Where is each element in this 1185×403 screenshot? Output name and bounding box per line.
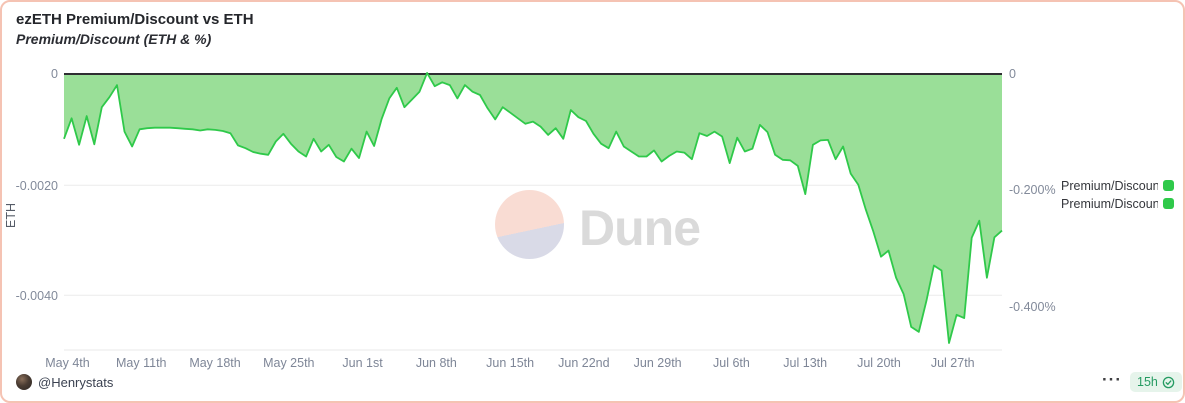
y-left-tick-1: -0.0020 [15,178,58,193]
chart-title: ezETH Premium/Discount vs ETH [16,11,254,28]
y-right-tick-2: -0.400% [1009,300,1056,314]
dune-watermark: Dune [579,200,701,256]
x-axis: May 4th May 11th May 18th May 25th Jun 1st Ju… [2,356,1183,372]
dune-logo-icon [495,190,564,259]
x-axis-tick-label: Jun 29th [633,356,682,370]
legend-swatch-icon [1163,198,1174,209]
y-left-tick-2: -0.0040 [15,288,58,303]
y-right-tick-0: 0 [1009,67,1016,81]
legend-label: Premium/Discount [1061,196,1158,211]
x-axis-tick-label: Jun 1st [342,356,383,370]
x-axis-tick-label: May 18th [189,356,241,370]
legend-item-eth[interactable]: Premium/Discount [1061,178,1174,193]
area-fill [64,72,1002,344]
x-axis-tick-label: Jun 22nd [558,356,610,370]
x-axis-tick-label: Jun 8th [415,356,457,370]
author-handle-link[interactable]: @Henrystats [38,375,114,390]
series-line [63,72,1003,344]
last-updated-badge[interactable]: 15h [1130,372,1182,392]
last-updated-label: 15h [1137,375,1158,389]
y-right-tick-1: -0.200% [1009,183,1056,197]
chart-subtitle: Premium/Discount (ETH & %) [16,31,212,47]
x-axis-tick-label: Jul 27th [930,356,975,370]
author-avatar [16,374,32,390]
x-axis-tick-label: May 4th [45,356,90,370]
x-axis-tick-label: May 11th [116,356,167,370]
y-axis-title: ETH [4,203,18,228]
legend-item-percent[interactable]: Premium/Discount [1061,196,1174,211]
x-axis-tick-label: May 25th [263,356,315,370]
y-left-tick-0: 0 [51,67,58,81]
legend-label: Premium/Discount [1061,178,1158,193]
x-axis-tick-label: Jul 6th [713,356,750,370]
x-axis-tick-label: Jul 20th [857,356,901,370]
legend-swatch-icon [1163,180,1174,191]
x-axis-tick-label: Jul 13th [783,356,828,370]
check-circle-icon [1162,376,1175,388]
overflow-menu-icon[interactable]: ··· [1102,370,1122,389]
x-axis-tick-label: Jun 15th [486,356,535,370]
